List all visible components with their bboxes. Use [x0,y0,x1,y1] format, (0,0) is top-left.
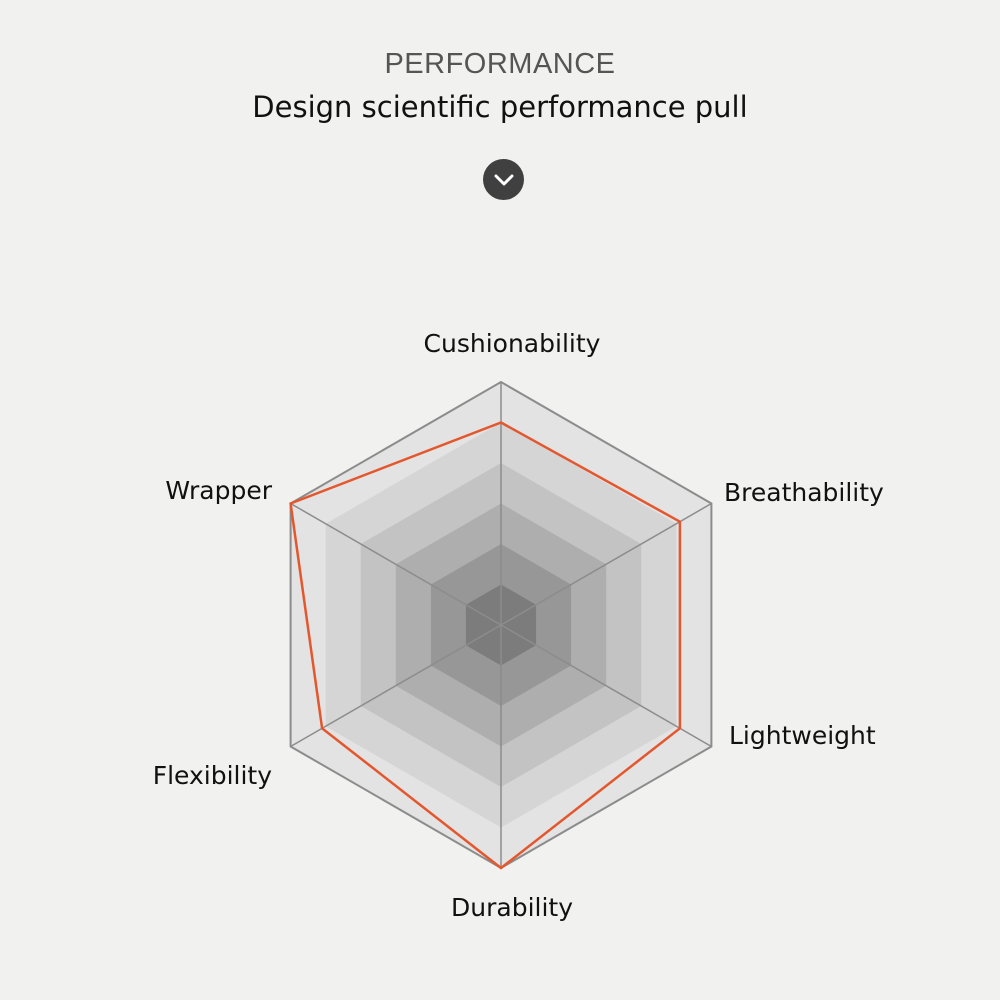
axis-label-breathability: Breathability [724,478,884,507]
radar-series-line [289,421,682,870]
section-headline: Design scientific performance pull [252,90,748,124]
radar-spoke [290,624,502,748]
axis-label-cushionability: Cushionability [424,329,601,358]
radar-spoke [500,624,712,748]
axis-label-flexibility: Flexibility [153,761,273,790]
radar-spoke [500,502,712,626]
radar-series [289,421,682,870]
chevron-down-icon [494,174,513,185]
axis-label-durability: Durability [451,893,573,922]
section-eyebrow: PERFORMANCE [384,48,616,80]
radar-labels: Cushionability Breathability Lightweight Du… [153,329,884,922]
radar-spoke [290,502,502,626]
axis-label-lightweight: Lightweight [729,721,876,750]
axis-label-wrapper: Wrapper [165,476,272,505]
expand-button[interactable] [483,159,524,200]
